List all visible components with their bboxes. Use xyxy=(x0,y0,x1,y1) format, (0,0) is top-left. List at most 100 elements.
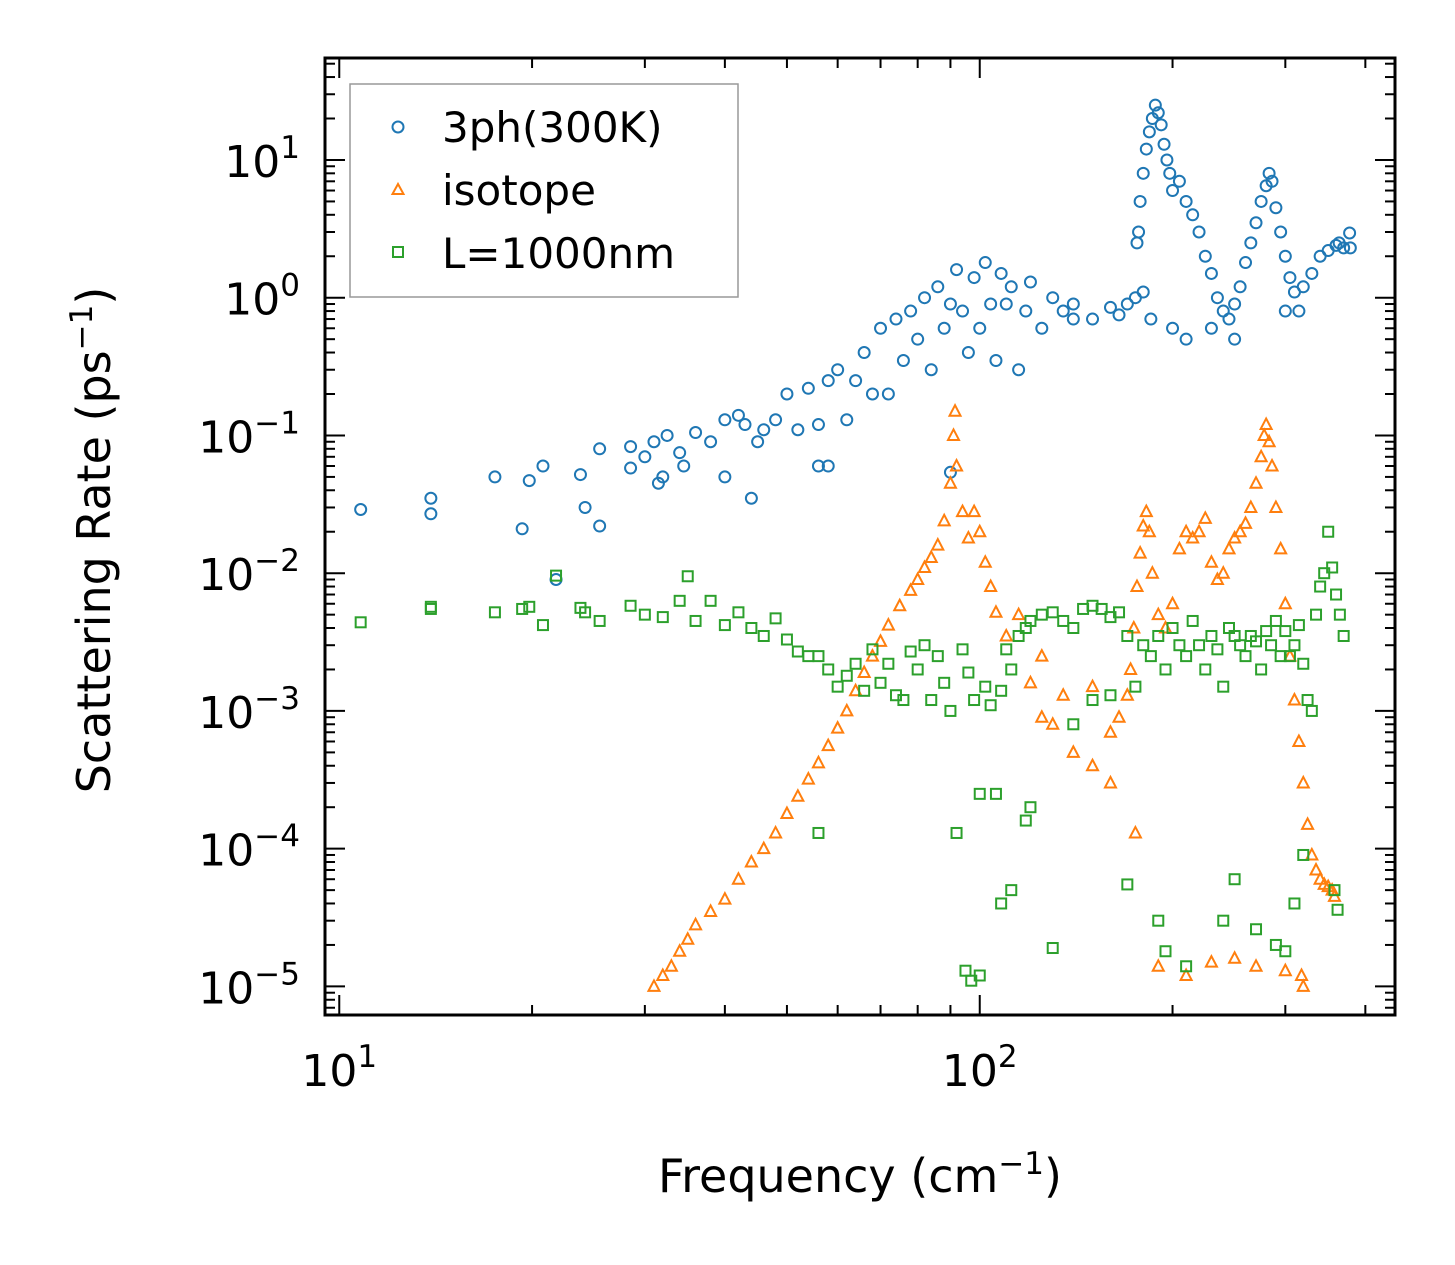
data-point xyxy=(744,853,759,868)
legend-box xyxy=(349,83,739,298)
data-point xyxy=(1056,687,1071,701)
data-point xyxy=(973,321,987,335)
data-point xyxy=(1166,622,1179,635)
data-point xyxy=(1343,226,1357,240)
data-point xyxy=(874,676,887,689)
data-point xyxy=(1260,625,1273,638)
data-point xyxy=(1066,297,1080,311)
data-point xyxy=(955,503,970,518)
data-point xyxy=(1222,312,1236,326)
data-point xyxy=(1035,321,1049,335)
y-axis-label-text: Scattering Rate (ps xyxy=(67,350,121,793)
legend-label-l1000nm: L=1000nm xyxy=(442,229,675,278)
data-point xyxy=(949,457,964,472)
data-point xyxy=(857,664,872,679)
data-point xyxy=(573,468,587,482)
data-point xyxy=(704,435,718,449)
data-point xyxy=(889,312,903,326)
data-point xyxy=(1144,650,1157,663)
data-point xyxy=(536,619,549,632)
data-point xyxy=(1326,561,1339,574)
data-point xyxy=(1151,106,1165,120)
data-point xyxy=(1243,499,1258,513)
data-point xyxy=(1142,125,1156,139)
data-point xyxy=(1269,614,1282,627)
data-point xyxy=(858,684,871,697)
data-point xyxy=(780,633,793,646)
data-point xyxy=(1288,897,1301,910)
data-point xyxy=(947,403,963,417)
data-point xyxy=(1278,249,1292,263)
data-point xyxy=(1103,724,1118,738)
data-point xyxy=(550,569,563,582)
y-tick-label: 101 xyxy=(224,130,300,188)
data-point xyxy=(769,413,783,427)
data-point xyxy=(961,346,975,360)
y-axis-label-sup: −1 xyxy=(64,305,100,351)
data-point xyxy=(660,428,674,442)
data-point xyxy=(1244,236,1258,250)
data-point xyxy=(1157,137,1171,151)
data-point xyxy=(1012,629,1025,642)
data-point xyxy=(780,387,794,401)
data-point xyxy=(718,413,732,427)
data-point xyxy=(1228,332,1242,346)
data-point xyxy=(732,606,745,619)
data-point xyxy=(839,702,854,717)
data-point xyxy=(593,442,607,456)
data-point xyxy=(918,291,932,305)
plot-points xyxy=(354,98,1357,992)
data-point xyxy=(1129,680,1142,693)
data-point xyxy=(849,374,863,388)
data-point xyxy=(1300,816,1315,830)
data-point xyxy=(1139,503,1154,518)
data-point xyxy=(1151,958,1166,972)
data-point xyxy=(1023,275,1037,289)
data-point xyxy=(1204,554,1219,568)
data-point xyxy=(1278,595,1293,610)
data-point xyxy=(689,614,702,627)
data-point xyxy=(1210,571,1225,585)
data-point xyxy=(1034,647,1049,662)
data-point xyxy=(1211,643,1224,656)
data-point xyxy=(1112,308,1126,322)
data-point xyxy=(757,629,770,642)
data-point xyxy=(424,507,438,521)
y-axis-label: Scattering Rate (ps−1) xyxy=(64,287,121,794)
data-point xyxy=(1126,619,1141,634)
data-point xyxy=(1046,942,1059,955)
data-point xyxy=(1205,629,1218,642)
data-point xyxy=(1056,304,1070,318)
data-point xyxy=(768,824,783,839)
data-point xyxy=(995,684,1008,697)
y-tick-label: 10−5 xyxy=(198,956,300,1014)
data-point xyxy=(1185,529,1200,544)
data-point xyxy=(1057,614,1070,627)
data-point xyxy=(989,354,1003,368)
data-point xyxy=(1136,517,1151,532)
data-point xyxy=(1250,635,1263,648)
data-point xyxy=(790,788,806,802)
data-point xyxy=(731,408,745,422)
y-tick-label: 10−4 xyxy=(198,819,300,877)
data-point xyxy=(897,694,910,707)
data-point xyxy=(1086,694,1099,707)
y-tick-label: 10−3 xyxy=(198,681,300,739)
data-point xyxy=(1024,614,1037,627)
data-point xyxy=(1278,304,1292,318)
data-point xyxy=(1133,194,1147,208)
data-point xyxy=(1186,208,1200,222)
data-point xyxy=(1296,774,1311,789)
data-point xyxy=(1145,565,1160,579)
data-point xyxy=(821,737,836,752)
data-point xyxy=(1264,457,1280,472)
data-point xyxy=(1179,194,1193,208)
data-point xyxy=(1172,174,1186,188)
data-point xyxy=(1173,639,1186,652)
data-point xyxy=(1221,540,1237,555)
data-point xyxy=(821,374,835,388)
data-point xyxy=(751,435,765,449)
data-point xyxy=(1262,166,1276,180)
data-point xyxy=(1151,606,1166,621)
